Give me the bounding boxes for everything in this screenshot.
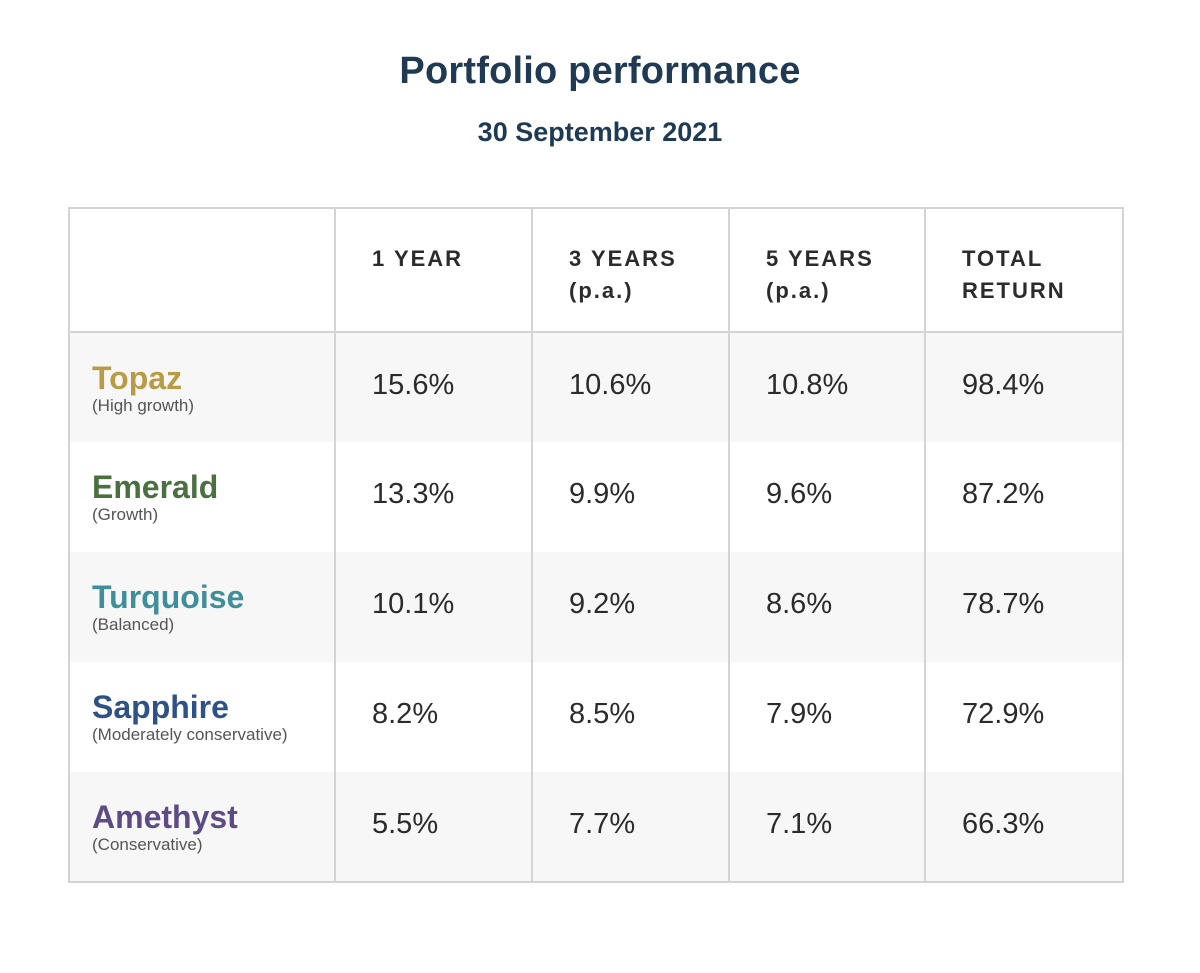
table-row: Emerald (Growth) 13.3% 9.9% 9.6% 87.2% — [68, 442, 1124, 552]
column-header-line: 3 YEARS — [569, 246, 677, 271]
portfolio-risk-profile: (Balanced) — [92, 615, 175, 634]
portfolio-risk-profile: (High growth) — [92, 396, 195, 415]
column-header-line: 1 YEAR — [372, 246, 464, 271]
return-total: 87.2% — [924, 442, 1124, 552]
portfolio-name: Sapphire — [92, 689, 229, 725]
column-header-line: RETURN — [962, 278, 1066, 303]
table-row: Turquoise (Balanced) 10.1% 9.2% 8.6% 78.… — [68, 552, 1124, 662]
return-total: 98.4% — [924, 332, 1124, 442]
return-3-years: 9.2% — [531, 552, 730, 662]
portfolio-name-cell: Amethyst (Conservative) — [68, 772, 336, 882]
portfolio-name: Turquoise — [92, 579, 245, 615]
portfolio-name-cell: Topaz (High growth) — [68, 332, 336, 442]
return-3-years: 10.6% — [531, 332, 730, 442]
column-header-line: 5 YEARS — [766, 246, 874, 271]
column-header-line: (p.a.) — [569, 278, 634, 303]
column-header-line: (p.a.) — [766, 278, 831, 303]
portfolio-risk-profile: (Growth) — [92, 505, 159, 524]
return-1-year: 15.6% — [334, 332, 533, 442]
column-header-line: TOTAL — [962, 246, 1044, 271]
column-header-3-years: 3 YEARS (p.a.) — [531, 208, 730, 333]
return-total: 66.3% — [924, 772, 1124, 882]
return-5-years: 10.8% — [728, 332, 926, 442]
return-5-years: 8.6% — [728, 552, 926, 662]
column-header-total-return: TOTAL RETURN — [924, 208, 1124, 333]
portfolio-risk-profile: (Moderately conservative) — [92, 725, 288, 744]
return-5-years: 7.9% — [728, 662, 926, 772]
table-row: Topaz (High growth) 15.6% 10.6% 10.8% 98… — [68, 332, 1124, 442]
return-5-years: 7.1% — [728, 772, 926, 882]
return-3-years: 9.9% — [531, 442, 730, 552]
return-1-year: 8.2% — [334, 662, 533, 772]
portfolio-name-cell: Sapphire (Moderately conservative) — [68, 662, 336, 772]
return-1-year: 5.5% — [334, 772, 533, 882]
column-header-1-year: 1 YEAR — [334, 208, 533, 333]
header-corner-cell — [68, 208, 336, 333]
portfolio-name-cell: Emerald (Growth) — [68, 442, 336, 552]
return-3-years: 7.7% — [531, 772, 730, 882]
portfolio-name-cell: Turquoise (Balanced) — [68, 552, 336, 662]
return-total: 78.7% — [924, 552, 1124, 662]
performance-table: 1 YEAR 3 YEARS (p.a.) 5 YEARS (p.a.) TOT… — [68, 207, 1124, 883]
page-subtitle: 30 September 2021 — [477, 117, 723, 147]
page-title: Portfolio performance — [399, 50, 801, 92]
return-3-years: 8.5% — [531, 662, 730, 772]
portfolio-risk-profile: (Conservative) — [92, 835, 203, 854]
table-row: Sapphire (Moderately conservative) 8.2% … — [68, 662, 1124, 772]
return-5-years: 9.6% — [728, 442, 926, 552]
return-1-year: 13.3% — [334, 442, 533, 552]
header-row: 1 YEAR 3 YEARS (p.a.) 5 YEARS (p.a.) TOT… — [68, 208, 1124, 333]
portfolio-name: Topaz — [92, 360, 183, 396]
table-row: Amethyst (Conservative) 5.5% 7.7% 7.1% 6… — [68, 772, 1124, 882]
column-header-5-years: 5 YEARS (p.a.) — [728, 208, 926, 333]
portfolio-name: Amethyst — [92, 799, 238, 835]
return-1-year: 10.1% — [334, 552, 533, 662]
portfolio-name: Emerald — [92, 469, 219, 505]
return-total: 72.9% — [924, 662, 1124, 772]
